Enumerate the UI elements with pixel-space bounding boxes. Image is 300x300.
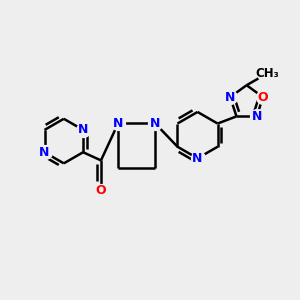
Text: N: N [225, 91, 236, 103]
Text: N: N [251, 110, 262, 123]
Text: N: N [150, 117, 160, 130]
Text: N: N [192, 152, 203, 165]
Text: O: O [258, 91, 268, 103]
Text: O: O [96, 184, 106, 197]
Text: N: N [78, 123, 88, 136]
Text: N: N [39, 146, 50, 159]
Text: N: N [113, 117, 123, 130]
Text: CH₃: CH₃ [256, 67, 279, 80]
